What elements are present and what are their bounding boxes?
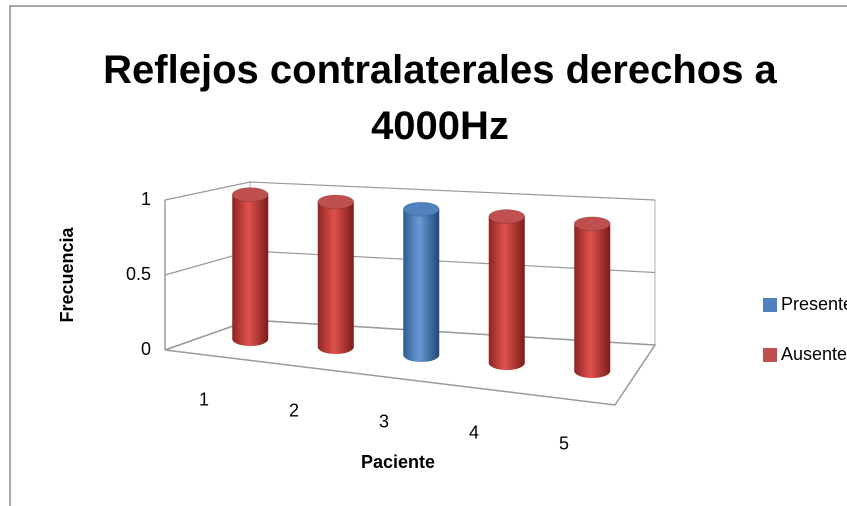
- bar: [317, 194, 355, 354]
- bar-part: [402, 201, 440, 217]
- y-axis-label: Frecuencia: [57, 226, 77, 322]
- bar: [231, 187, 269, 346]
- bar-part: [317, 201, 354, 347]
- x-tick-label: 5: [559, 433, 569, 453]
- bar-part: [231, 187, 269, 203]
- bar-part: [574, 223, 611, 371]
- x-tick-label: 4: [469, 422, 479, 442]
- chart-title: Reflejos contralaterales derechos a 4000…: [103, 48, 777, 148]
- legend-swatch: [763, 348, 777, 362]
- bar-part: [488, 216, 525, 363]
- y-tick-label: 1: [141, 189, 151, 209]
- x-tick-label: 3: [379, 411, 389, 431]
- bar-part: [488, 209, 526, 225]
- grid-line: [164, 181, 656, 201]
- bar-part: [232, 194, 269, 339]
- legend-label: Presentes: [781, 294, 847, 314]
- y-tick-label: 0.5: [126, 264, 151, 284]
- bar: [488, 209, 526, 370]
- bar-part: [317, 194, 355, 210]
- x-tick-label: 2: [289, 400, 299, 420]
- y-tick-label: 0: [141, 339, 151, 359]
- legend-label: Ausentes: [781, 344, 847, 364]
- bar-part: [403, 209, 440, 355]
- chart-border: [9, 5, 847, 506]
- bar: [402, 201, 440, 362]
- bar-part: [573, 216, 611, 232]
- bar: [573, 216, 611, 378]
- x-axis-label: Paciente: [361, 452, 435, 472]
- legend-swatch: [763, 298, 777, 312]
- x-tick-label: 1: [199, 389, 209, 409]
